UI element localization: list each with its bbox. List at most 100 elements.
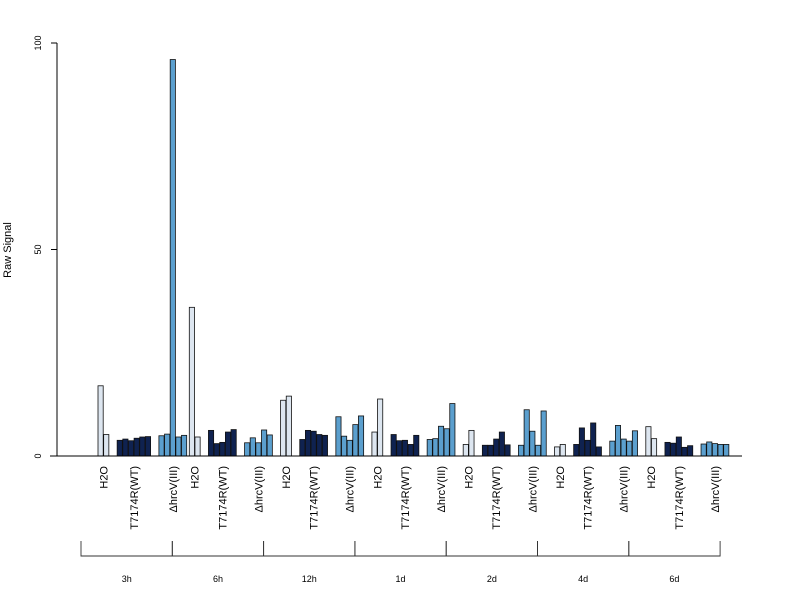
bar (468, 429, 475, 457)
timepoint-bracket (537, 541, 630, 557)
group-label: T7174R(WT) (400, 466, 412, 530)
bar (371, 431, 378, 457)
bar (645, 426, 652, 457)
timepoint-label: 2d (487, 574, 497, 584)
bar (169, 59, 176, 457)
timepoint-bracket (445, 541, 538, 557)
bar (518, 444, 525, 457)
bar (620, 438, 627, 457)
bar (358, 415, 365, 457)
timepoint-bracket (354, 541, 447, 557)
bar (413, 434, 420, 457)
bar (244, 442, 251, 457)
bar (224, 431, 231, 457)
bar (122, 438, 129, 457)
timepoint-label: 3h (122, 574, 132, 584)
y-axis-label: Raw Signal (2, 222, 14, 278)
bar (280, 399, 287, 457)
timepoint-label: 6h (213, 574, 223, 584)
group-label: ΔhrcV(III) (345, 466, 357, 512)
group-label: ΔhrcV(III) (254, 466, 266, 512)
bar (670, 442, 677, 457)
timepoint-label: 4d (578, 574, 588, 584)
bar (310, 430, 317, 457)
bar (559, 444, 566, 457)
timepoint-bracket (263, 541, 356, 557)
bar (651, 438, 658, 457)
bar (181, 434, 188, 457)
bar (498, 431, 505, 457)
bar (194, 436, 201, 457)
y-tick-label: 100 (33, 35, 43, 50)
group-label: T7174R(WT) (309, 466, 321, 530)
timepoint-label: 12h (302, 574, 317, 584)
bars-layer (97, 59, 730, 457)
group-label: T7174R(WT) (491, 466, 503, 530)
bar (103, 434, 110, 457)
bar (407, 444, 414, 457)
group-label: H2O (281, 466, 293, 489)
bar (396, 440, 403, 457)
bar (626, 440, 633, 457)
bar (304, 429, 311, 457)
bar (687, 445, 694, 457)
timepoint-bracket (80, 541, 173, 557)
timepoint-bracket (171, 541, 265, 557)
bar (352, 424, 359, 457)
bar (426, 439, 433, 457)
timepoint-label: 1d (395, 574, 405, 584)
bar (462, 444, 469, 457)
group-label: H2O (372, 466, 384, 489)
y-tick-label: 0 (33, 453, 43, 458)
bar (609, 440, 616, 457)
bar (504, 444, 511, 457)
bar (681, 446, 688, 457)
bar (266, 434, 273, 457)
bar (335, 416, 342, 457)
group-label: ΔhrcV(III) (436, 466, 448, 512)
bar (584, 439, 591, 457)
bar (723, 444, 730, 457)
bar (377, 398, 384, 457)
bar (164, 433, 171, 457)
group-label: T7174R(WT) (217, 466, 229, 530)
bar (493, 438, 500, 457)
bar (261, 429, 268, 457)
bar (706, 441, 713, 457)
bar (487, 444, 494, 457)
bar (449, 403, 456, 457)
group-label: T7174R(WT) (583, 466, 595, 530)
group-label: H2O (190, 466, 202, 489)
bar (523, 409, 530, 457)
bar (529, 430, 536, 457)
bar (255, 442, 262, 457)
bar (595, 446, 602, 457)
group-label: ΔhrcV(III) (168, 466, 180, 512)
bar (615, 425, 622, 457)
bar (208, 429, 215, 457)
bar (188, 306, 195, 457)
bar (219, 441, 226, 457)
bar (133, 437, 140, 457)
bar (481, 444, 488, 457)
bar (438, 425, 445, 457)
bar (631, 430, 638, 457)
bar (230, 429, 237, 457)
y-axis: 0 50 100 (33, 35, 58, 459)
bar (540, 410, 547, 457)
bar (590, 422, 597, 457)
bar (316, 434, 323, 457)
bar (249, 437, 256, 457)
bar (711, 443, 718, 457)
bar (554, 446, 561, 457)
bar (97, 385, 104, 457)
bar (573, 444, 580, 457)
bar (578, 427, 585, 457)
bar (675, 436, 682, 457)
group-label: H2O (464, 466, 476, 489)
bar (285, 395, 292, 457)
bar (432, 438, 439, 457)
group-label: ΔhrcV(III) (710, 466, 722, 512)
bar (128, 440, 135, 457)
